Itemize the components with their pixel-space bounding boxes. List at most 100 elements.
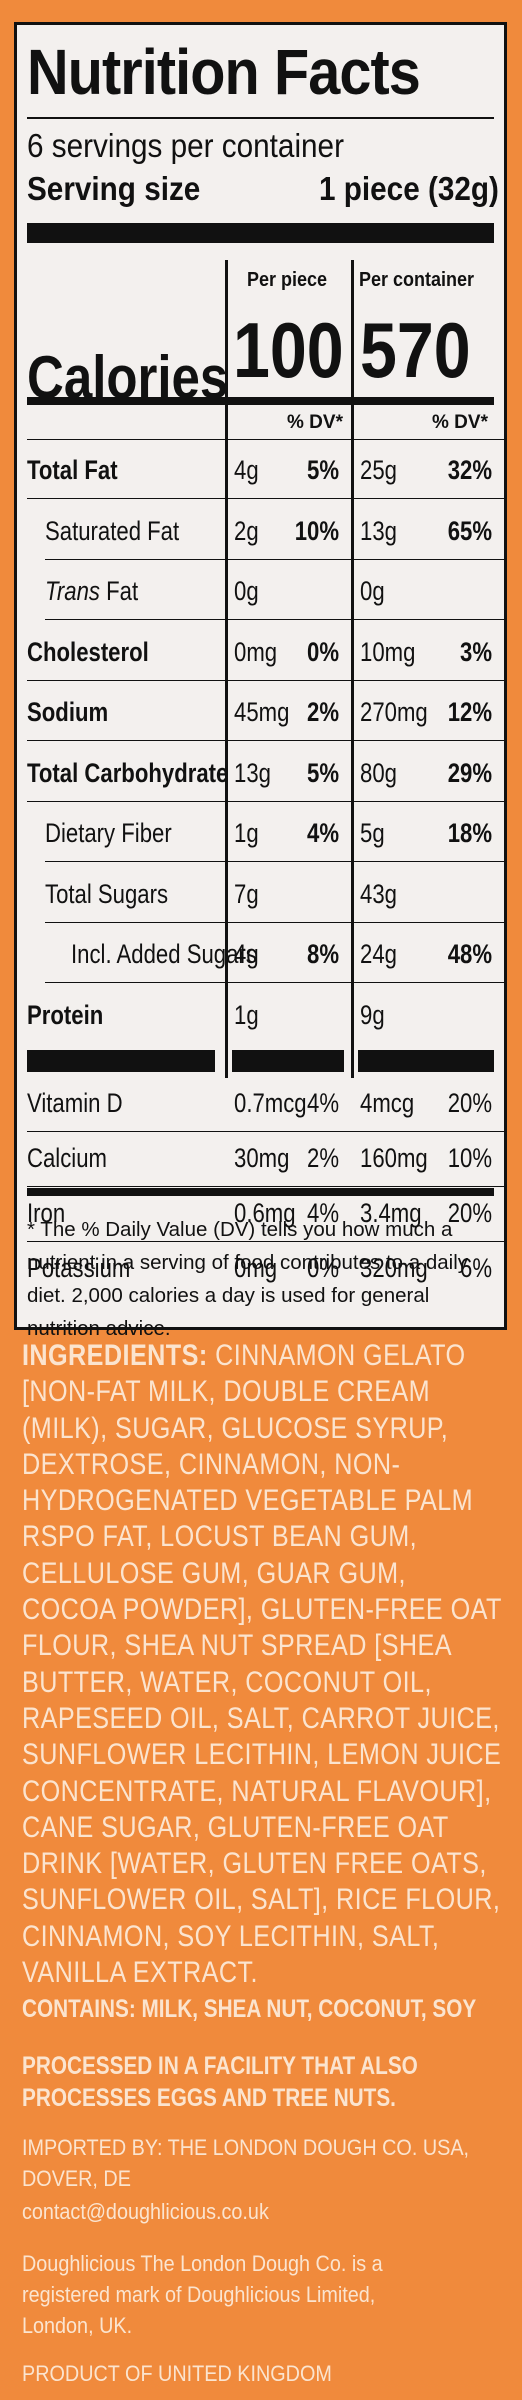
row-divider [27, 1241, 504, 1242]
vitamin-name: Vitamin D [27, 1088, 123, 1118]
vitamin-row: Calcium 30mg 2% 160mg 10% [17, 1132, 504, 1187]
vitamin-dv-per-piece: 4% [306, 1088, 339, 1118]
amount-per-piece: 1g [234, 999, 259, 1030]
vitamin-amount-per-container: 4mcg [360, 1088, 415, 1118]
per-piece-label: Per piece [247, 269, 328, 291]
nutrient-name: Trans Fat [45, 576, 138, 607]
nutrient-row: Incl. Added Sugars 4g 8% 24g 48% [17, 925, 504, 983]
dv-header-container: % DV* [432, 412, 488, 433]
row-divider [27, 679, 504, 681]
dv-header-piece: % DV* [287, 412, 343, 433]
dv-per-piece: 5% [306, 757, 339, 788]
dv-per-container: 65% [447, 515, 492, 546]
vitamin-amount-per-piece: 30mg [234, 1143, 290, 1173]
amount-per-piece: 1g [234, 818, 259, 848]
serving-size-label: Serving size [27, 170, 201, 207]
amount-per-container: 9g [360, 999, 385, 1030]
dv-per-container: 48% [447, 939, 492, 969]
row-divider [27, 498, 504, 499]
row-divider [27, 1186, 504, 1187]
nutrient-name: Cholesterol [27, 636, 149, 667]
vitamin-dv-per-container: 6% [459, 1253, 492, 1283]
amount-per-piece: 13g [234, 757, 271, 788]
amount-per-container: 10mg [360, 636, 416, 667]
vitamin-dv-per-piece: 0% [306, 1253, 339, 1283]
dv-per-container: 3% [459, 636, 492, 667]
servings-per-container: 6 servings per container [27, 127, 344, 164]
amount-per-piece: 7g [234, 878, 259, 909]
processed-line-2: PROCESSES EGGS AND TREE NUTS. [22, 2084, 396, 2112]
amount-per-container: 80g [360, 757, 397, 788]
vitamin-amount-per-piece: 0mg [234, 1253, 278, 1283]
amount-per-piece: 45mg [234, 697, 290, 727]
imported-line-2: DOVER, DE [22, 2166, 131, 2191]
divider [27, 117, 494, 119]
amount-per-container: 0g [360, 576, 385, 606]
column-divider-1 [225, 260, 228, 1078]
footnote-divider [27, 1188, 494, 1196]
dv-per-piece: 10% [294, 515, 339, 546]
vitamin-dv-per-piece: 4% [306, 1198, 339, 1228]
vitamin-row: Potassium 0mg 0% 320mg 6% [17, 1242, 504, 1297]
nutrient-row: Trans Fat 0g 0g [17, 562, 504, 620]
row-divider [27, 1131, 504, 1132]
ingredients-text: INGREDIENTS: CINNAMON GELATO [NON-FAT MI… [22, 1338, 504, 1991]
row-divider [45, 619, 504, 620]
daily-value-footnote: * The % Daily Value (DV) tells you how m… [27, 1218, 469, 1340]
amount-per-container: 13g [360, 515, 397, 546]
vitamin-row: Vitamin D 0.7mcg 4% 4mcg 20% [17, 1077, 504, 1132]
nutrient-row: Sodium 45mg 2% 270mg 12% [17, 683, 504, 741]
trademark-line-1: Doughlicious The London Dough Co. is a [22, 2251, 383, 2276]
processed-line-1: PROCESSED IN A FACILITY THAT ALSO [22, 2052, 418, 2080]
vitamin-name: Potassium [27, 1253, 131, 1283]
vitamin-bar-1 [27, 1050, 215, 1072]
row-divider [45, 921, 504, 923]
thick-divider [27, 223, 494, 243]
nutrient-row: Saturated Fat 2g 10% 13g 65% [17, 502, 504, 560]
serving-size-value: 1 piece (32g) [319, 170, 499, 207]
vitamin-dv-per-container: 10% [447, 1143, 492, 1173]
amount-per-container: 24g [360, 939, 397, 969]
vitamin-amount-per-container: 3.4mg [360, 1198, 422, 1228]
nutrient-name: Saturated Fat [45, 515, 180, 546]
amount-per-container: 5g [360, 818, 385, 848]
vitamin-bar-3 [358, 1050, 494, 1072]
calories-per-container: 570 [360, 306, 471, 394]
contact-email: contact@doughlicious.co.uk [22, 2199, 269, 2224]
vitamin-dv-per-container: 20% [447, 1088, 492, 1118]
nutrient-row: Total Sugars 7g 43g [17, 865, 504, 923]
vitamin-amount-per-piece: 0.6mg [234, 1198, 296, 1228]
per-container-label: Per container [359, 269, 475, 291]
imported-line-1: IMPORTED BY: THE LONDON DOUGH CO. USA, [22, 2135, 470, 2160]
row-divider [27, 740, 504, 741]
calories-per-piece: 100 [233, 306, 344, 394]
dv-per-piece: 4% [306, 818, 339, 848]
row-divider [45, 861, 504, 862]
amount-per-piece: 4g [234, 455, 259, 485]
amount-per-container: 270mg [360, 697, 428, 727]
ingredients-list: CINNAMON GELATO [NON-FAT MILK, DOUBLE CR… [22, 1339, 502, 1990]
vitamin-row: Iron 0.6mg 4% 3.4mg 20% [17, 1187, 504, 1242]
vitamin-amount-per-container: 320mg [360, 1253, 428, 1283]
nutrient-name: Incl. Added Sugars [71, 939, 257, 969]
row-divider [45, 558, 504, 560]
row-divider [27, 800, 504, 802]
allergen-contains: CONTAINS: MILK, SHEA NUT, COCONUT, SOY [22, 1995, 477, 2023]
nutrient-name: Dietary Fiber [45, 818, 172, 848]
dv-per-container: 29% [447, 757, 492, 788]
nutrient-name: Sodium [27, 697, 109, 727]
dv-per-piece: 0% [306, 636, 339, 667]
amount-per-piece: 0mg [234, 636, 278, 667]
nutrient-row: Cholesterol 0mg 0% 10mg 3% [17, 623, 504, 681]
nutrient-name-italic: Trans [45, 576, 100, 606]
vitamin-amount-per-piece: 0.7mcg [234, 1088, 307, 1118]
amount-per-container: 25g [360, 455, 397, 485]
product-origin: PRODUCT OF UNITED KINGDOM [22, 2361, 332, 2386]
nutrient-name: Total Sugars [45, 878, 169, 909]
vitamin-name: Iron [27, 1198, 66, 1228]
nutrient-row: Total Carbohydrate 13g 5% 80g 29% [17, 744, 504, 802]
nutrient-row: Protein 1g 9g [17, 986, 504, 1044]
dv-per-piece: 5% [306, 455, 339, 485]
dv-per-container: 18% [447, 818, 492, 848]
nutrition-facts-title: Nutrition Facts [27, 36, 421, 108]
